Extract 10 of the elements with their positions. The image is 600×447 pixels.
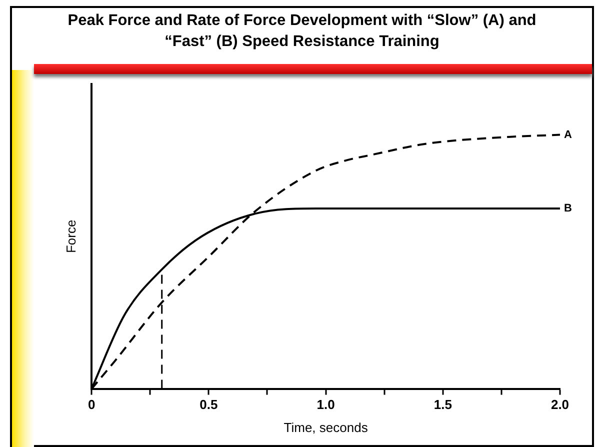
x-tick-label: 0 bbox=[88, 397, 96, 412]
chart-title: Peak Force and Rate of Force Development with “Slow” (A) and “Fast” (B) Speed Resistance Training bbox=[66, 11, 538, 52]
x-tick-label: 2.0 bbox=[550, 397, 570, 412]
x-tick-label: 1.0 bbox=[316, 397, 335, 412]
series-label: A bbox=[564, 128, 572, 141]
x-tick-label: 1.5 bbox=[434, 397, 452, 412]
x-axis-title: Time, seconds bbox=[284, 420, 368, 435]
y-axis-title: Force bbox=[63, 220, 78, 254]
series-label: B bbox=[564, 202, 572, 214]
x-tick-label: 0.5 bbox=[200, 397, 218, 412]
